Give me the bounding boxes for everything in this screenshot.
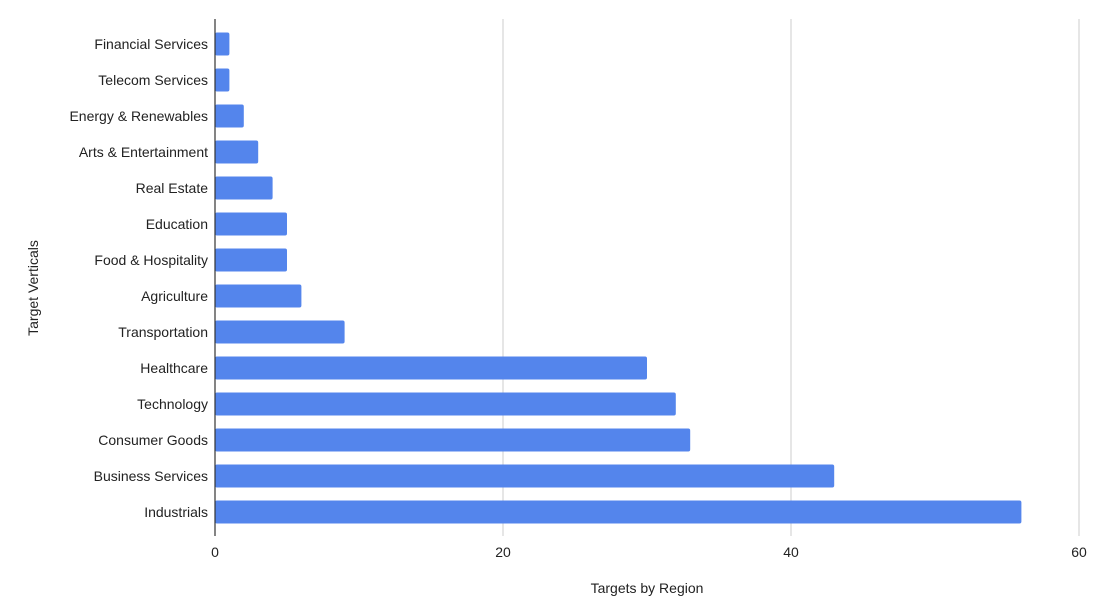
x-tick-label: 20 [495,544,511,560]
bar [215,356,647,380]
category-label: Energy & Renewables [69,108,208,124]
bar [215,104,244,128]
x-tick-label: 0 [211,544,219,560]
category-label: Agriculture [141,288,208,304]
bar [215,392,676,416]
bars [215,32,1022,524]
bar [215,320,345,344]
bar [215,212,287,236]
y-axis-title: Target Verticals [25,240,41,336]
category-label: Real Estate [136,180,209,196]
bar [215,500,1022,524]
category-label: Education [146,216,208,232]
category-label: Business Services [94,468,208,484]
category-label: Industrials [144,504,208,520]
category-label: Technology [137,396,208,412]
bar [215,248,287,272]
bar [215,140,259,164]
bar [215,464,835,488]
x-tick-labels: 0 20 40 60 [211,544,1087,560]
category-label: Food & Hospitality [94,252,208,268]
bar [215,284,302,308]
category-labels: Financial Services Telecom Services Energy… [69,36,208,520]
bar [215,176,273,200]
category-label: Consumer Goods [98,432,208,448]
category-label: Telecom Services [98,72,208,88]
x-tick-label: 40 [783,544,799,560]
category-label: Financial Services [94,36,208,52]
category-label: Transportation [118,324,208,340]
bar [215,428,691,452]
x-tick-label: 60 [1071,544,1087,560]
category-label: Healthcare [140,360,208,376]
bar [215,32,230,56]
gridlines [502,19,1080,536]
bar [215,68,230,92]
category-label: Arts & Entertainment [79,144,208,160]
x-axis-title: Targets by Region [591,580,704,596]
